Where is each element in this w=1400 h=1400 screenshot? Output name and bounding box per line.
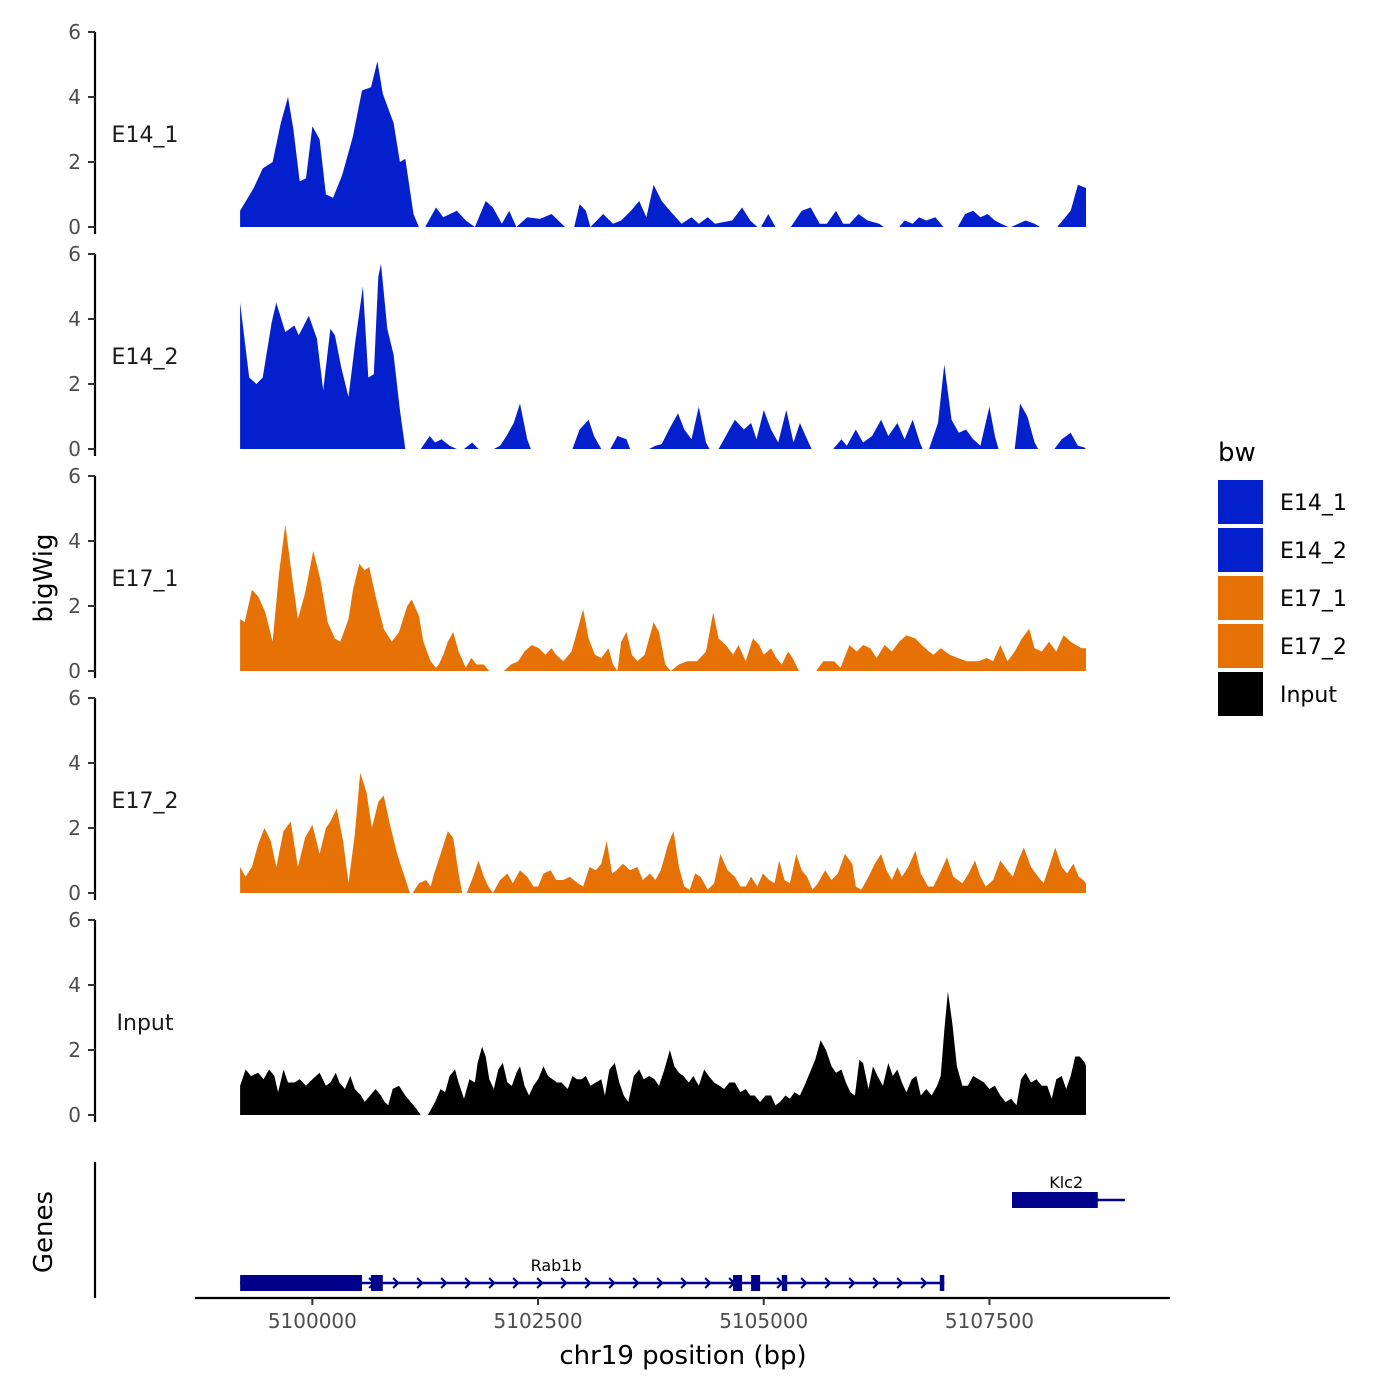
exon <box>733 1275 743 1291</box>
y-tick-label: 0 <box>68 881 81 905</box>
y-tick-label: 4 <box>68 85 81 109</box>
legend-swatch <box>1218 528 1263 572</box>
y-tick-label: 0 <box>68 215 81 239</box>
exon <box>939 1275 945 1291</box>
y-tick-label: 6 <box>68 464 81 488</box>
track-label: Input <box>117 1011 174 1036</box>
track-Input: 0 2 4 6 Input <box>68 908 1087 1127</box>
legend-label: E17_2 <box>1280 635 1347 660</box>
exon <box>781 1275 788 1291</box>
strand-arrow-icon <box>536 1277 544 1289</box>
strand-arrow-icon <box>440 1277 448 1289</box>
strand-arrow-icon <box>632 1277 640 1289</box>
track-label: E17_1 <box>112 567 179 592</box>
legend-item-E17_2: E17_2 <box>1218 624 1347 668</box>
legend-item-E17_1: E17_1 <box>1218 576 1347 620</box>
signal-area-E14_2 <box>240 263 1087 449</box>
gene-label: Klc2 <box>1049 1173 1083 1192</box>
track-E14_2: 0 2 4 6 E14_2 <box>68 242 1087 461</box>
strand-arrow-icon <box>392 1277 400 1289</box>
y-tick-label: 0 <box>68 659 81 683</box>
track-label: E14_2 <box>112 345 179 370</box>
strand-arrow-icon <box>416 1277 424 1289</box>
y-tick-label: 4 <box>68 307 81 331</box>
exon <box>240 1275 363 1291</box>
y-tick-label: 6 <box>68 20 81 44</box>
y-axis-title: bigWig <box>29 533 59 622</box>
strand-arrow-icon <box>584 1277 592 1289</box>
exon <box>1012 1192 1098 1208</box>
strand-arrow-icon <box>488 1277 496 1289</box>
track-E14_1: 0 2 4 6 E14_1 <box>68 20 1087 239</box>
gene-label: Rab1b <box>531 1256 582 1275</box>
strand-arrow-icon <box>464 1277 472 1289</box>
y-tick-label: 4 <box>68 751 81 775</box>
signal-tracks: 0 2 4 6 E14_1 0 2 4 6 E14_2 0 2 4 6 E17_1 0 2 4 6 E17_2 0 2 4 6… <box>68 20 1087 1127</box>
strand-arrow-icon <box>680 1277 688 1289</box>
y-tick-label: 0 <box>68 1103 81 1127</box>
y-tick-label: 4 <box>68 973 81 997</box>
gene-Klc2: Klc2 <box>1012 1173 1125 1208</box>
legend-swatch <box>1218 624 1263 668</box>
y-tick-label: 2 <box>68 150 81 174</box>
legend-label: E17_1 <box>1280 587 1347 612</box>
strand-arrow-icon <box>920 1277 928 1289</box>
y-tick-label: 6 <box>68 908 81 932</box>
legend-title: bw <box>1218 438 1256 468</box>
legend-item-E14_1: E14_1 <box>1218 480 1347 524</box>
legend-label: E14_1 <box>1280 491 1347 516</box>
strand-arrow-icon <box>896 1277 904 1289</box>
y-tick-label: 2 <box>68 816 81 840</box>
legend-label: Input <box>1280 683 1337 708</box>
gene-track-title: Genes <box>29 1191 59 1273</box>
y-tick-label: 4 <box>68 529 81 553</box>
track-label: E14_1 <box>112 123 179 148</box>
legend: bw E14_1 E14_2 E17_1 E17_2 Input <box>1218 438 1347 716</box>
legend-label: E14_2 <box>1280 539 1347 564</box>
legend-swatch <box>1218 672 1263 716</box>
y-tick-label: 2 <box>68 1038 81 1062</box>
gene-track: Rab1b Klc2 <box>93 1162 1125 1298</box>
y-tick-label: 6 <box>68 686 81 710</box>
exon <box>751 1275 761 1291</box>
legend-swatch <box>1218 480 1263 524</box>
y-tick-label: 6 <box>68 242 81 266</box>
x-tick-label: 5107500 <box>945 1309 1034 1333</box>
signal-area-E17_2 <box>240 772 1087 893</box>
signal-area-E14_1 <box>240 61 1087 227</box>
x-axis: 5100000 5102500 5105000 5107500 <box>195 1296 1170 1333</box>
y-tick-label: 0 <box>68 437 81 461</box>
gene-Rab1b: Rab1b <box>240 1256 945 1291</box>
legend-swatch <box>1218 576 1263 620</box>
strand-arrow-icon <box>872 1277 880 1289</box>
x-tick-label: 5102500 <box>494 1309 583 1333</box>
track-label: E17_2 <box>112 789 179 814</box>
strand-arrow-icon <box>848 1277 856 1289</box>
strand-arrow-icon <box>704 1277 712 1289</box>
strand-arrow-icon <box>800 1277 808 1289</box>
track-E17_2: 0 2 4 6 E17_2 <box>68 686 1087 905</box>
y-tick-label: 2 <box>68 372 81 396</box>
exon <box>371 1275 383 1291</box>
strand-arrow-icon <box>560 1277 568 1289</box>
strand-arrow-icon <box>656 1277 664 1289</box>
legend-item-E14_2: E14_2 <box>1218 528 1347 572</box>
track-E17_1: 0 2 4 6 E17_1 <box>68 464 1087 683</box>
strand-arrow-icon <box>824 1277 832 1289</box>
y-tick-label: 2 <box>68 594 81 618</box>
x-tick-label: 5100000 <box>268 1309 357 1333</box>
strand-arrow-icon <box>608 1277 616 1289</box>
legend-item-Input: Input <box>1218 672 1337 716</box>
signal-area-E17_1 <box>240 524 1087 671</box>
x-tick-label: 5105000 <box>719 1309 808 1333</box>
strand-arrow-icon <box>512 1277 520 1289</box>
x-axis-title: chr19 position (bp) <box>559 1341 806 1371</box>
signal-area-Input <box>240 991 1087 1115</box>
